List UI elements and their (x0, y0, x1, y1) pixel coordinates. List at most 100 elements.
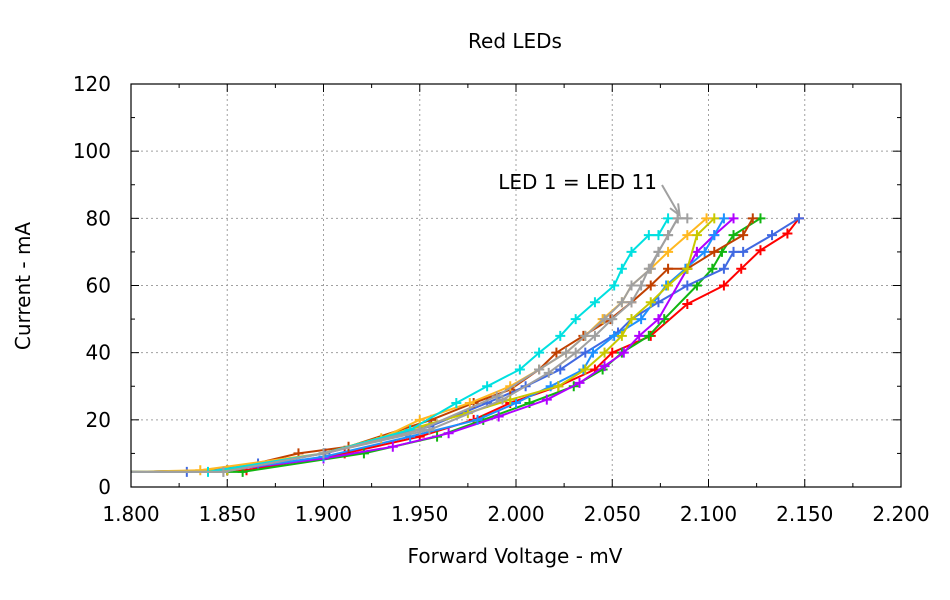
data-point (682, 263, 693, 274)
data-point (414, 424, 425, 435)
data-point (709, 246, 720, 257)
data-point (718, 213, 729, 224)
data-point (707, 263, 718, 274)
data-point (497, 394, 508, 405)
data-point (555, 330, 566, 341)
data-point (218, 466, 229, 477)
series-line (130, 217, 725, 473)
data-point (599, 361, 610, 372)
data-point (589, 330, 600, 341)
data-point (691, 230, 702, 241)
data-point (643, 263, 654, 274)
annotation-label: LED 1 = LED 11 (498, 170, 657, 194)
y-axis-label: Current - mA (11, 222, 35, 351)
data-point (618, 347, 629, 358)
data-point (663, 280, 674, 291)
data-point (599, 347, 610, 358)
data-point (616, 263, 627, 274)
data-point (580, 364, 591, 375)
y-tick-label: 20 (86, 408, 111, 432)
data-point (358, 448, 369, 459)
series-layer (130, 213, 804, 477)
data-point (682, 298, 693, 309)
data-point (663, 213, 674, 224)
data-point (574, 377, 585, 388)
data-point (616, 330, 627, 341)
data-point (663, 230, 674, 241)
y-tick-label: 60 (86, 274, 111, 298)
data-point (645, 280, 656, 291)
data-point (626, 246, 637, 257)
data-point (728, 213, 739, 224)
data-point (747, 213, 758, 224)
data-point (738, 230, 749, 241)
data-point (424, 424, 435, 435)
data-point (626, 314, 637, 325)
data-point (541, 394, 552, 405)
x-tick-label: 2.200 (872, 502, 929, 526)
data-point (728, 246, 739, 257)
data-point (682, 280, 693, 291)
data-point (570, 347, 581, 358)
data-point (482, 381, 493, 392)
data-point (626, 297, 637, 308)
data-point (534, 347, 545, 358)
data-point (555, 364, 566, 375)
data-point (464, 398, 475, 409)
x-tick-label: 2.000 (487, 502, 544, 526)
series-line (130, 217, 735, 473)
data-point (626, 280, 637, 291)
data-point (653, 314, 664, 325)
data-point (718, 280, 729, 291)
data-point (616, 297, 627, 308)
data-point (755, 245, 766, 256)
data-point (738, 246, 749, 257)
x-axis-label: Forward Voltage - mV (408, 544, 623, 568)
data-point (682, 213, 693, 224)
data-point (643, 230, 654, 241)
data-point (195, 465, 206, 476)
data-point (491, 391, 502, 402)
x-tick-label: 2.150 (776, 502, 833, 526)
y-tick-label: 0 (98, 475, 111, 499)
y-tick-label: 100 (73, 139, 111, 163)
data-point (653, 246, 664, 257)
data-point (767, 230, 778, 241)
data-point (718, 263, 729, 274)
x-tick-label: 1.900 (295, 502, 352, 526)
data-point (709, 230, 720, 241)
data-point (543, 367, 554, 378)
data-point (736, 263, 747, 274)
data-point (472, 414, 483, 425)
series-led-dodger-blue (130, 213, 729, 476)
data-point (636, 280, 647, 291)
data-point (387, 441, 398, 452)
data-point (570, 314, 581, 325)
data-point (443, 428, 454, 439)
data-point (493, 411, 504, 422)
data-point (451, 398, 462, 409)
data-point (682, 230, 693, 241)
data-point (645, 297, 656, 308)
y-tick-label: 120 (73, 72, 111, 96)
data-point (589, 297, 600, 308)
x-tick-label: 1.800 (102, 502, 159, 526)
y-tick-label: 80 (86, 206, 111, 230)
data-point (580, 330, 591, 341)
y-tick-label: 40 (86, 341, 111, 365)
data-point (634, 330, 645, 341)
data-point (588, 347, 598, 358)
data-point (701, 213, 712, 224)
data-point (663, 246, 674, 257)
ticks (130, 83, 902, 488)
data-point (607, 314, 618, 325)
data-point (653, 230, 664, 241)
arrow-head (669, 203, 681, 218)
series-led-purple (130, 213, 739, 476)
data-point (511, 398, 521, 409)
data-point (782, 228, 793, 239)
x-tick-label: 2.100 (680, 502, 737, 526)
grid (131, 84, 901, 487)
x-tick-label: 2.050 (584, 502, 641, 526)
